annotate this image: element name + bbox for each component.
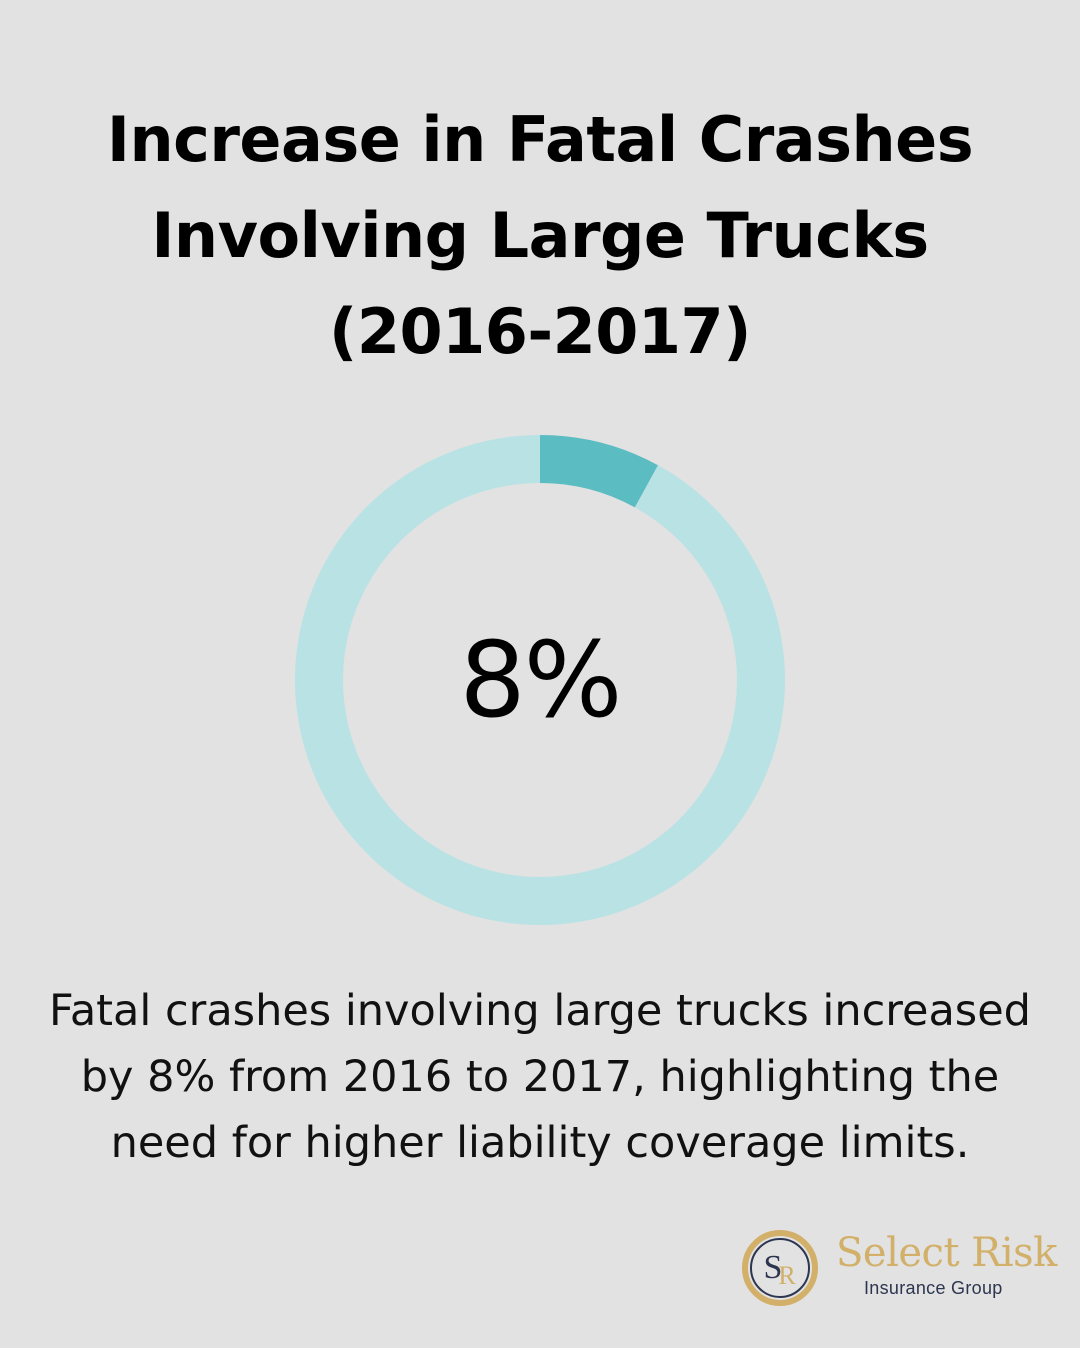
logo-name: Select Risk [836,1230,1057,1276]
description: Fatal crashes involving large trucks inc… [40,978,1040,1176]
svg-text:S: S [764,1249,783,1286]
donut-chart: 8% [290,430,790,930]
logo-ring-icon: S R [742,1230,818,1306]
description-line-2: by 8% from 2016 to 2017, highlighting th… [80,1052,1000,1102]
description-line-3: need for higher liability coverage limit… [110,1118,970,1168]
donut-slice-highlight [540,435,659,508]
page-title: Increase in Fatal Crashes Involving Larg… [40,92,1040,380]
svg-text:R: R [778,1261,796,1290]
description-line-1: Fatal crashes involving large trucks inc… [49,986,1031,1036]
donut-chart-svg [295,435,786,925]
title-line-1: Increase in Fatal Crashes [106,103,974,176]
donut-center-value: 8% [459,619,623,741]
title-line-2: Involving Large Trucks [151,199,929,272]
logo-subtitle: Insurance Group [864,1278,1003,1298]
title-line-3: (2016-2017) [328,295,752,368]
company-logo: S R Select Risk Insurance Group [740,1226,1057,1310]
